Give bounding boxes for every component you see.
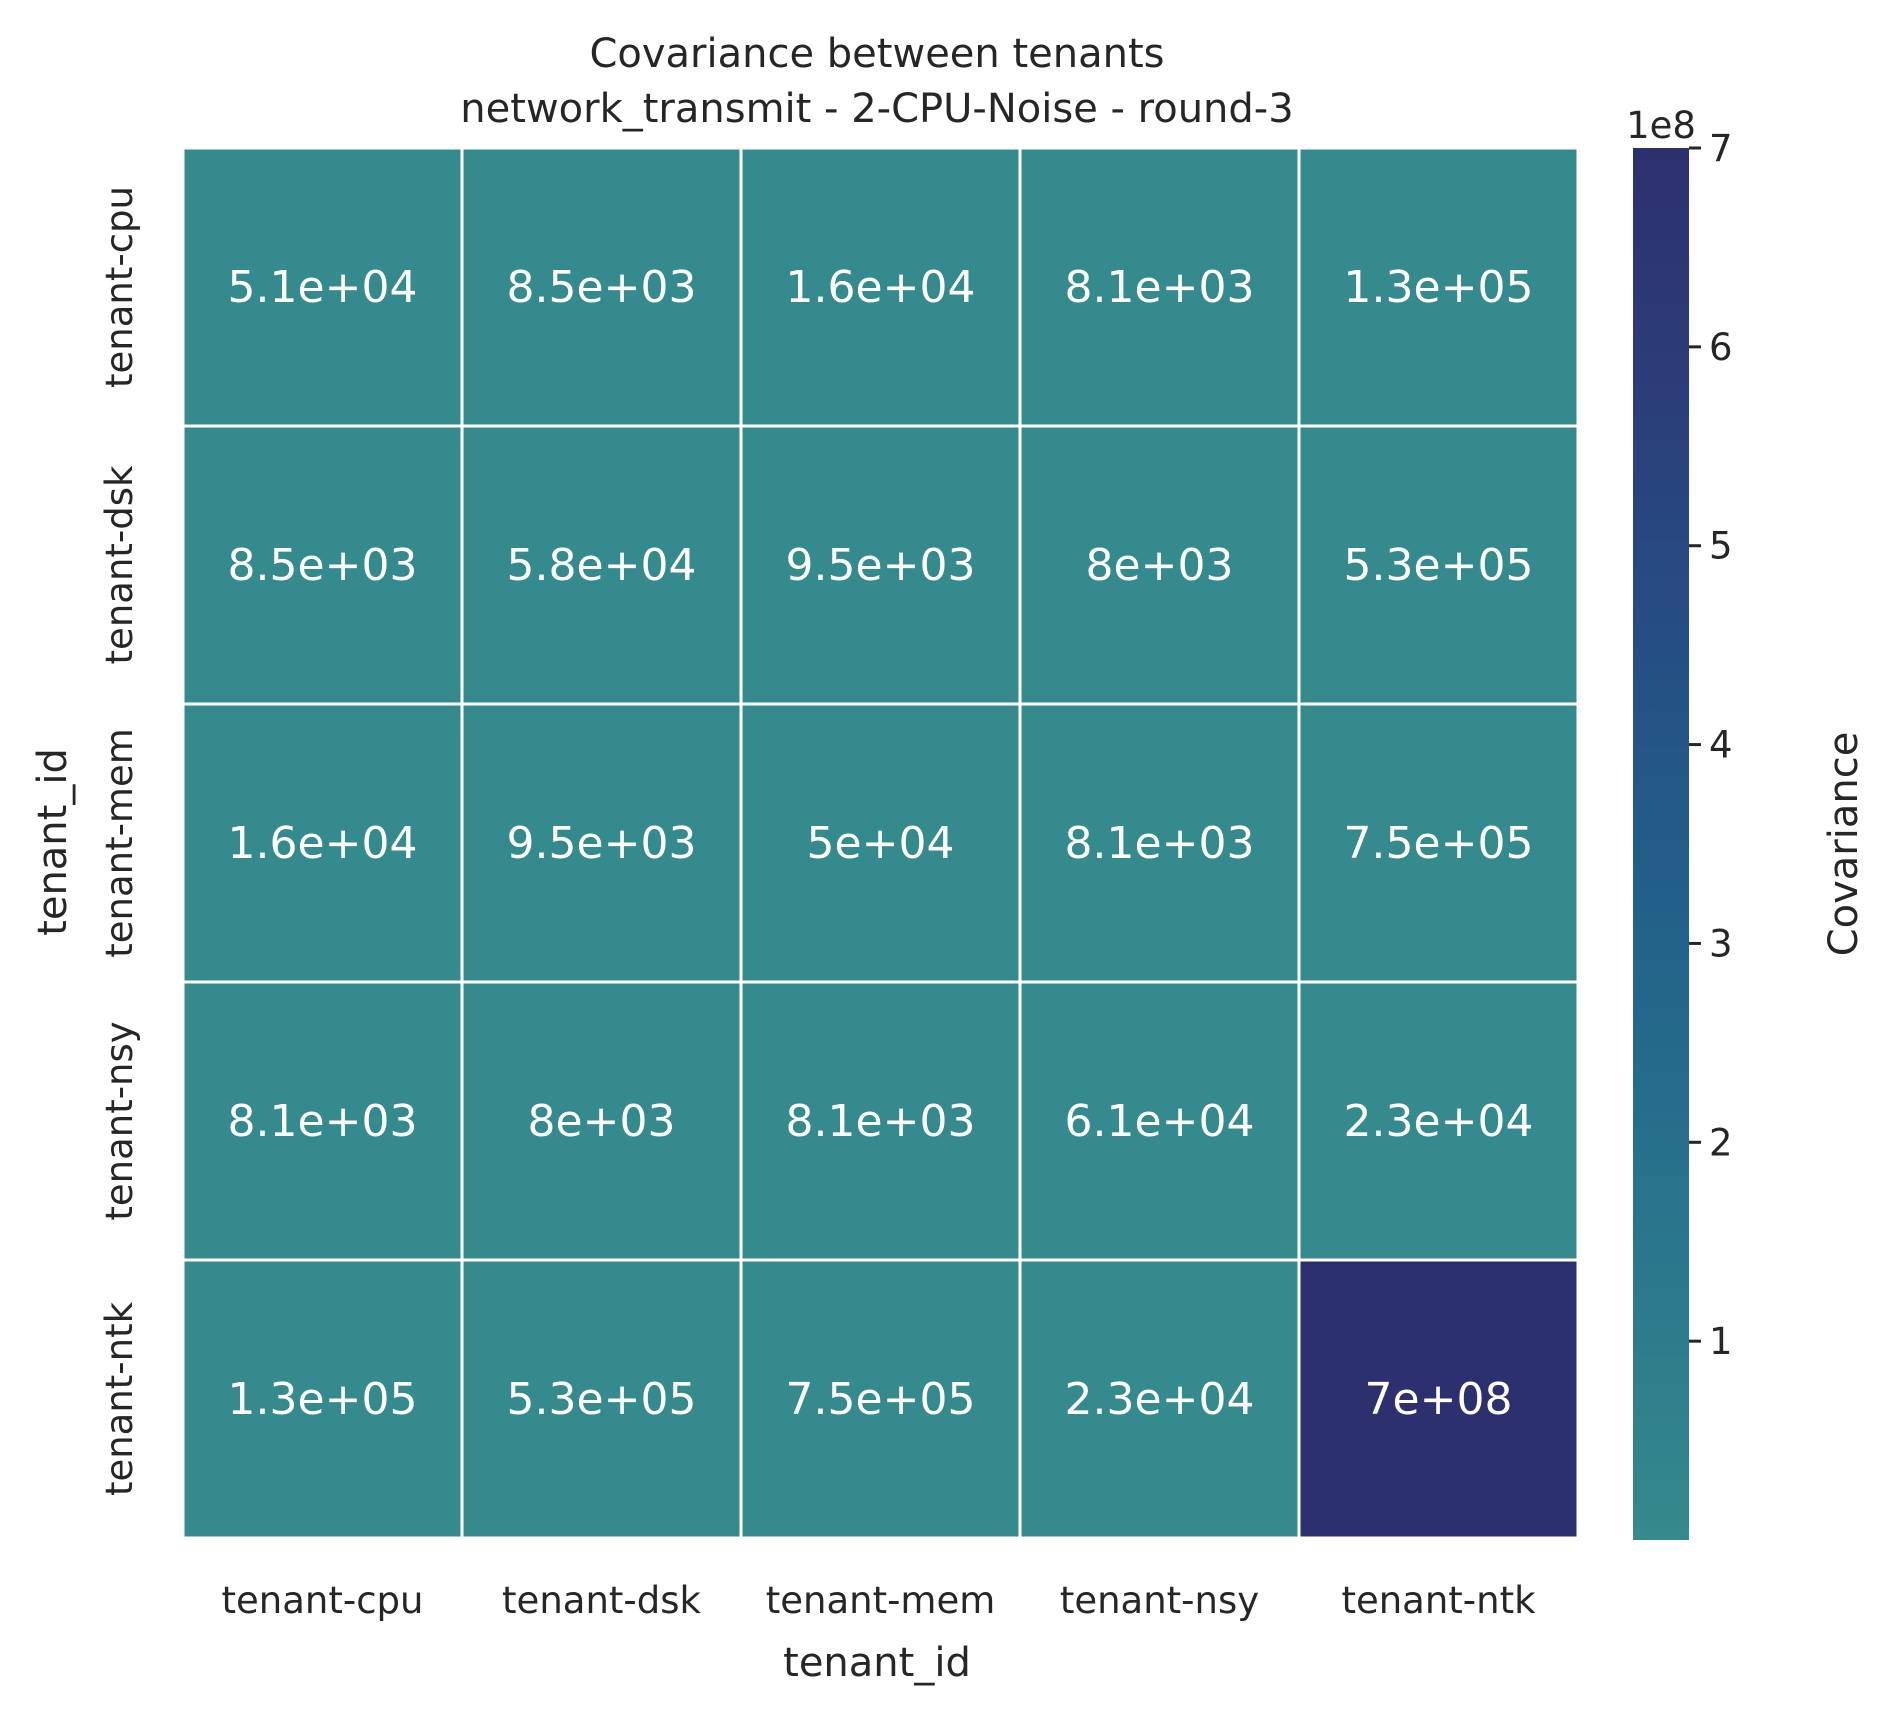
heatmap-cell-tenant-nsy-tenant-nsy bbox=[1018, 980, 1301, 1262]
cell-value-label: 1.3e+05 bbox=[1344, 262, 1534, 313]
colorbar bbox=[1633, 148, 1689, 1540]
cell-value-label: 5e+04 bbox=[807, 818, 955, 869]
heatmap-cell-tenant-nsy-tenant-dsk bbox=[460, 980, 743, 1262]
cell-value-label: 7.5e+05 bbox=[786, 1374, 976, 1425]
cell-value-label: 8.1e+03 bbox=[1065, 818, 1255, 869]
heatmap-cell-tenant-cpu-tenant-mem bbox=[739, 146, 1022, 428]
colorbar-tick-label: 5 bbox=[1709, 525, 1733, 568]
y-tick-label: tenant-dsk bbox=[98, 465, 141, 664]
heatmap-cell-tenant-mem-tenant-ntk bbox=[1297, 702, 1580, 984]
heatmap-cell-tenant-cpu-tenant-nsy bbox=[1018, 146, 1301, 428]
heatmap-cells: 5.1e+04 8.5e+03 1.6e+04 8.1e+03 1.3e+05 8.5e+… bbox=[181, 146, 1580, 1540]
cell-value-label: 8.1e+03 bbox=[786, 1096, 976, 1147]
colorbar-tick-label: 4 bbox=[1709, 724, 1733, 767]
cell-value-label: 8.5e+03 bbox=[228, 540, 418, 591]
cell-value-label: 8.1e+03 bbox=[228, 1096, 418, 1147]
chart-title: Covariance between tenants bbox=[589, 31, 1164, 77]
cell-value-label: 1.3e+05 bbox=[228, 1374, 418, 1425]
cell-value-label: 1.6e+04 bbox=[786, 262, 976, 313]
colorbar-tick-label: 2 bbox=[1709, 1121, 1733, 1164]
cell-value-label: 5.8e+04 bbox=[507, 540, 697, 591]
cell-value-label: 9.5e+03 bbox=[507, 818, 697, 869]
y-tick-label: tenant-mem bbox=[98, 728, 141, 958]
x-tick-label: tenant-mem bbox=[766, 1579, 996, 1622]
y-tick-labels: tenant-cpu tenant-dsk tenant-mem tenant-nsy… bbox=[98, 186, 141, 1496]
cell-value-label: 5.1e+04 bbox=[228, 262, 418, 313]
heatmap-cell-tenant-cpu-tenant-cpu bbox=[181, 146, 464, 428]
colorbar-tick-label: 3 bbox=[1709, 922, 1733, 965]
heatmap-cell-tenant-cpu-tenant-dsk bbox=[460, 146, 743, 428]
heatmap-cell-tenant-mem-tenant-mem bbox=[739, 702, 1022, 984]
chart-subtitle: network_transmit - 2-CPU-Noise - round-3 bbox=[460, 86, 1293, 132]
cell-value-label: 2.3e+04 bbox=[1065, 1374, 1255, 1425]
heatmap-cell-tenant-mem-tenant-nsy bbox=[1018, 702, 1301, 984]
cell-value-label: 1.6e+04 bbox=[228, 818, 418, 869]
heatmap-cell-tenant-dsk-tenant-mem bbox=[739, 424, 1022, 706]
colorbar-label: Covariance bbox=[1821, 732, 1867, 957]
cell-value-label: 7.5e+05 bbox=[1344, 818, 1534, 869]
colorbar-ticks: 1 2 3 4 5 6 7 bbox=[1689, 127, 1733, 1363]
colorbar-tick-label: 1 bbox=[1709, 1320, 1733, 1363]
heatmap-cell-tenant-ntk-tenant-mem bbox=[739, 1258, 1022, 1540]
cell-value-label: 9.5e+03 bbox=[786, 540, 976, 591]
heatmap-cell-tenant-nsy-tenant-cpu bbox=[181, 980, 464, 1262]
x-axis-label: tenant_id bbox=[783, 1640, 971, 1686]
cell-value-label: 7e+08 bbox=[1365, 1374, 1513, 1425]
cell-value-label: 8.5e+03 bbox=[507, 262, 697, 313]
x-tick-label: tenant-dsk bbox=[502, 1579, 701, 1622]
colorbar-tick-label: 6 bbox=[1709, 326, 1733, 369]
x-tick-label: tenant-ntk bbox=[1341, 1579, 1536, 1622]
heatmap-cell-tenant-dsk-tenant-ntk bbox=[1297, 424, 1580, 706]
heatmap-cell-tenant-mem-tenant-dsk bbox=[460, 702, 743, 984]
colorbar-tick-label: 7 bbox=[1709, 127, 1733, 170]
colorbar-offset-label: 1e8 bbox=[1626, 104, 1696, 147]
cell-value-label: 5.3e+05 bbox=[1344, 540, 1534, 591]
y-tick-label: tenant-nsy bbox=[98, 1021, 141, 1220]
x-tick-label: tenant-nsy bbox=[1060, 1579, 1259, 1622]
cell-value-label: 6.1e+04 bbox=[1065, 1096, 1255, 1147]
y-tick-label: tenant-cpu bbox=[98, 186, 141, 388]
heatmap-cell-tenant-ntk-tenant-cpu bbox=[181, 1258, 464, 1540]
heatmap-cell-tenant-nsy-tenant-ntk bbox=[1297, 980, 1580, 1262]
heatmap-cell-tenant-ntk-tenant-dsk bbox=[460, 1258, 743, 1540]
x-tick-label: tenant-cpu bbox=[222, 1579, 424, 1622]
y-axis-label: tenant_id bbox=[30, 748, 76, 936]
heatmap-cell-tenant-ntk-tenant-ntk bbox=[1297, 1258, 1580, 1540]
heatmap-cell-tenant-nsy-tenant-mem bbox=[739, 980, 1022, 1262]
cell-value-label: 5.3e+05 bbox=[507, 1374, 697, 1425]
cell-value-label: 8.1e+03 bbox=[1065, 262, 1255, 313]
cell-value-label: 2.3e+04 bbox=[1344, 1096, 1534, 1147]
cell-value-label: 8e+03 bbox=[1086, 540, 1234, 591]
x-tick-labels: tenant-cpu tenant-dsk tenant-mem tenant-nsy… bbox=[222, 1579, 1537, 1622]
heatmap-cell-tenant-cpu-tenant-ntk bbox=[1297, 146, 1580, 428]
heatmap-cell-tenant-dsk-tenant-cpu bbox=[181, 424, 464, 706]
cell-value-label: 8e+03 bbox=[528, 1096, 676, 1147]
y-tick-label: tenant-ntk bbox=[98, 1301, 141, 1496]
